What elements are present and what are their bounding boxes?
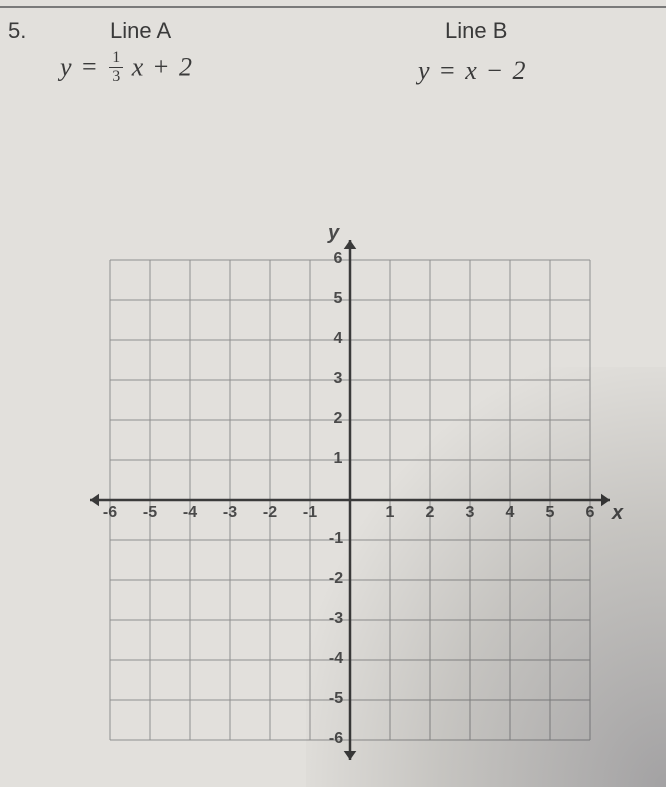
x-tick-pos: 6 [578,504,602,522]
x-tick-pos: 4 [498,504,522,522]
y-tick-pos: 4 [326,330,350,348]
y-tick-pos: 1 [326,450,350,468]
y-tick-pos: 5 [326,290,350,308]
y-tick-neg: -3 [324,610,348,628]
eq-b-x: x [465,56,477,85]
eq-a-frac-den: 3 [109,69,123,85]
tick-labels-layer: -6-5-4-3-2-1123456123456-1-2-3-4-5-6 [70,220,630,780]
x-tick-neg: -4 [178,504,202,522]
line-b-header: Line B [445,18,507,44]
eq-a-y: y [60,52,72,81]
line-a-equation: y = 1 3 x + 2 [60,52,192,87]
x-tick-neg: -5 [138,504,162,522]
y-tick-neg: -1 [324,530,348,548]
eq-a-const: 2 [179,52,192,81]
problem-number: 5. [8,18,26,44]
eq-b-minus: − [483,56,506,85]
x-tick-pos: 3 [458,504,482,522]
top-rule [0,6,666,8]
page-root: 5. Line A y = 1 3 x + 2 Line B y = x − 2… [0,0,666,787]
y-tick-neg: -6 [324,730,348,748]
x-tick-neg: -1 [298,504,322,522]
line-b-equation: y = x − 2 [418,56,525,86]
coordinate-grid: y x -6-5-4-3-2-1123456123456-1-2-3-4-5-6 [70,220,630,780]
eq-a-fraction: 1 3 [109,50,123,85]
y-tick-neg: -4 [324,650,348,668]
x-tick-neg: -3 [218,504,242,522]
x-tick-pos: 5 [538,504,562,522]
y-tick-pos: 3 [326,370,350,388]
y-tick-pos: 6 [326,250,350,268]
y-tick-neg: -2 [324,570,348,588]
eq-a-frac-num: 1 [109,50,123,66]
eq-b-eq: = [436,56,459,85]
y-tick-pos: 2 [326,410,350,428]
eq-a-x: x [132,52,144,81]
line-a-header: Line A [110,18,171,44]
eq-a-plus: + [150,52,173,81]
x-tick-neg: -6 [98,504,122,522]
x-tick-neg: -2 [258,504,282,522]
eq-b-const: 2 [512,56,525,85]
x-tick-pos: 2 [418,504,442,522]
eq-b-y: y [418,56,430,85]
x-tick-pos: 1 [378,504,402,522]
y-tick-neg: -5 [324,690,348,708]
eq-a-eq: = [78,52,101,81]
